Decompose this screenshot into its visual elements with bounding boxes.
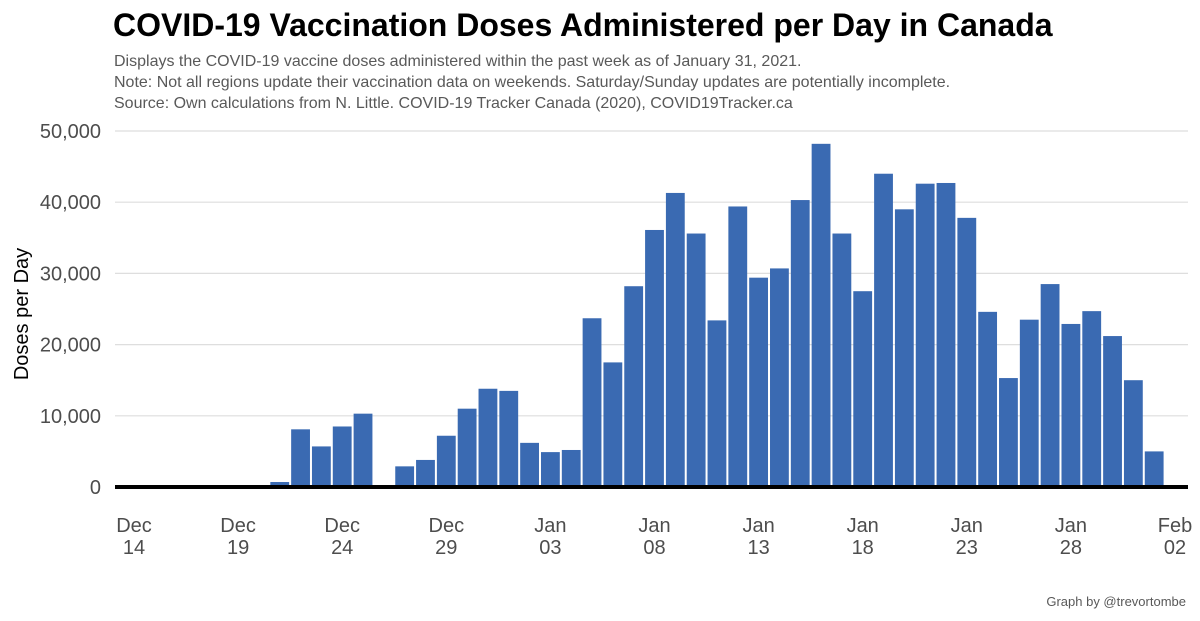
bar-2021-01-26 [1019,319,1039,487]
bar-2021-01-28 [1061,323,1081,487]
bar-2021-01-22 [936,182,956,488]
bar-2021-01-18 [853,291,873,487]
bar-2021-01-12 [728,206,748,487]
y-tick-label: 10,000 [40,406,101,428]
bar-2021-01-30 [1103,336,1122,487]
axes: Doses per Day [11,248,1188,489]
bar-2021-01-27 [1040,284,1060,487]
x-tick-day: 23 [956,537,978,559]
bar-2020-12-29 [436,435,456,487]
y-axis-label: Doses per Day [11,248,33,380]
y-tick-label: 40,000 [40,192,101,214]
x-tick-day: 19 [227,537,249,559]
x-tick-month: Jan [1055,515,1087,537]
x-tick-month: Jan [534,515,566,537]
subtitle-note: Note: Not all regions update their vacci… [114,74,951,91]
x-tick-day: 13 [747,537,769,559]
bar-2021-01-23 [957,217,977,488]
bar-2021-01-04 [561,449,581,487]
bar-2020-12-25 [353,413,373,487]
bar-2021-01-07 [624,286,644,487]
x-axis-ticks: Dec14Dec19Dec24Dec29Jan03Jan08Jan13Jan18… [116,515,1192,559]
x-tick-month: Dec [324,515,360,537]
chart-title: COVID-19 Vaccination Doses Administered … [113,7,1053,43]
x-tick-month: Jan [847,515,879,537]
bar-2021-01-06 [603,362,623,487]
bar-2021-01-10 [686,233,706,487]
bar-2020-12-24 [332,426,352,487]
bars [270,143,1164,488]
x-tick-day: 28 [1060,537,1082,559]
x-tick-month: Dec [220,515,256,537]
bar-2020-12-28 [416,459,435,487]
bar-2021-01-31 [1123,380,1143,487]
bar-2020-12-31 [478,388,498,487]
x-tick-month: Jan [951,515,983,537]
x-tick-day: 03 [539,537,561,559]
bar-2021-01-05 [582,318,602,487]
bar-2020-12-21 [270,482,290,487]
x-tick-day: 14 [123,537,145,559]
bar-2021-01-15 [790,200,810,487]
bar-2020-12-30 [457,408,477,487]
bar-2020-12-23 [311,446,331,487]
x-tick-month: Feb [1158,515,1192,537]
bar-2021-01-29 [1082,311,1102,487]
x-tick-day: 02 [1164,537,1186,559]
y-tick-label: 50,000 [40,121,101,143]
bar-2021-01-25 [999,378,1018,487]
bar-2021-01-20 [894,209,914,487]
bar-2021-01-21 [915,183,935,487]
y-tick-label: 30,000 [40,263,101,285]
x-tick-day: 24 [331,537,353,559]
bar-2021-02-01 [1144,451,1164,487]
bar-2020-12-22 [291,429,310,487]
y-tick-label: 20,000 [40,335,101,357]
x-tick-month: Dec [116,515,152,537]
bar-2020-12-27 [395,466,415,487]
x-tick-month: Dec [429,515,465,537]
credit-text: Graph by @trevortombe [1046,594,1186,609]
bar-2021-01-08 [645,229,664,487]
bar-2021-01-19 [874,173,893,487]
x-tick-day: 08 [643,537,665,559]
x-tick-day: 18 [852,537,874,559]
y-axis-ticks: 0 10,000 20,000 30,000 40,000 50,000 [40,121,101,499]
x-tick-day: 29 [435,537,457,559]
subtitle-description: Displays the COVID-19 vaccine doses admi… [114,53,802,70]
bar-2021-01-02 [520,442,539,487]
x-tick-month: Jan [638,515,670,537]
x-tick-month: Jan [742,515,774,537]
bar-2021-01-09 [665,192,685,487]
subtitle-source: Source: Own calculations from N. Little.… [114,95,793,112]
y-tick-label: 0 [90,477,101,499]
bar-2021-01-03 [540,452,560,487]
bar-2021-01-14 [770,268,789,487]
bar-2021-01-16 [811,143,831,487]
bar-2021-01-13 [749,277,769,487]
bar-2021-01-01 [499,390,519,487]
bar-2021-01-17 [832,233,852,487]
bar-2021-01-11 [707,320,727,487]
bar-2021-01-24 [978,311,998,487]
